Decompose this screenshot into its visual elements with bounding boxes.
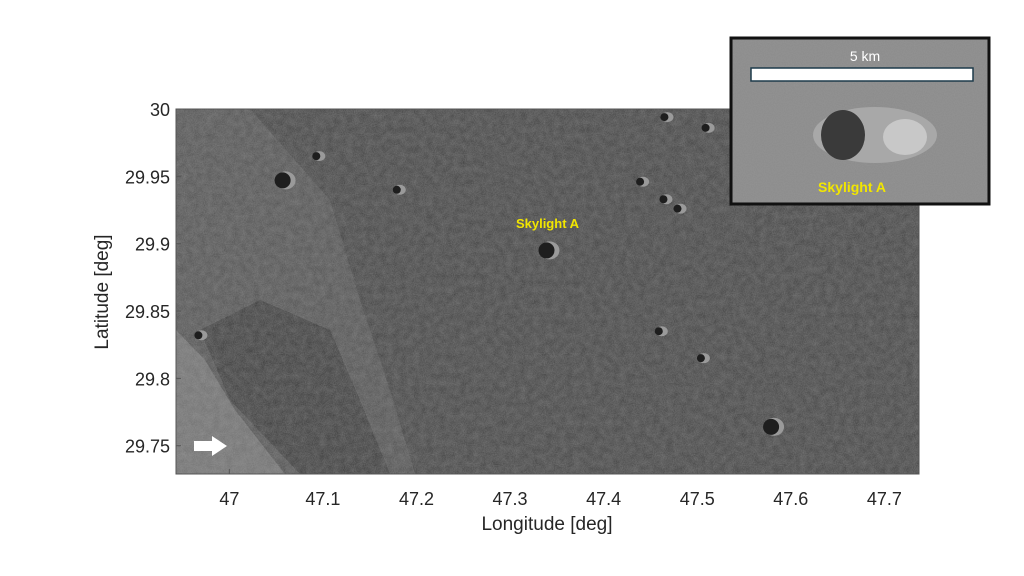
- x-tick-label: 47: [219, 489, 239, 509]
- crater: [654, 327, 663, 336]
- y-tick-label: 29.95: [125, 167, 170, 187]
- x-tick-label: 47.5: [680, 489, 715, 509]
- y-tick-label: 29.8: [135, 369, 170, 389]
- crater: [763, 418, 780, 435]
- crater: [274, 172, 291, 189]
- annotation-skylight-a: Skylight A: [516, 216, 580, 231]
- y-tick-label: 30: [150, 100, 170, 120]
- crater: [392, 185, 401, 194]
- plot-frame: [175, 108, 920, 475]
- y-tick-label: 29.9: [135, 235, 170, 255]
- x-tick-label: 47.4: [586, 489, 621, 509]
- x-tick-label: 47.2: [399, 489, 434, 509]
- arrow-icon: [194, 436, 227, 456]
- y-axis-label: Latitude [deg]: [92, 234, 113, 349]
- y-tick-label: 29.75: [125, 437, 170, 457]
- x-tick-label: 47.3: [493, 489, 528, 509]
- crater: [660, 113, 669, 122]
- crater: [194, 331, 203, 340]
- x-tick-label: 47.1: [305, 489, 340, 509]
- scale-label: 5 km: [850, 48, 880, 64]
- crater: [701, 123, 710, 132]
- x-axis-label: Longitude [deg]: [481, 514, 612, 535]
- crater: [673, 204, 682, 213]
- x-tick-label: 47.7: [867, 489, 902, 509]
- crater: [696, 354, 705, 363]
- x-tick-label: 47.6: [773, 489, 808, 509]
- y-tick-label: 29.85: [125, 302, 170, 322]
- crater: [312, 152, 321, 161]
- skylight-pit: [538, 242, 555, 259]
- crater: [659, 195, 668, 204]
- scale-bar: [750, 67, 974, 82]
- inset-skylight-pit: [821, 110, 865, 160]
- inset-caption: Skylight A: [818, 179, 886, 195]
- inset: 5 km Skylight A: [729, 36, 991, 206]
- crater: [636, 177, 645, 186]
